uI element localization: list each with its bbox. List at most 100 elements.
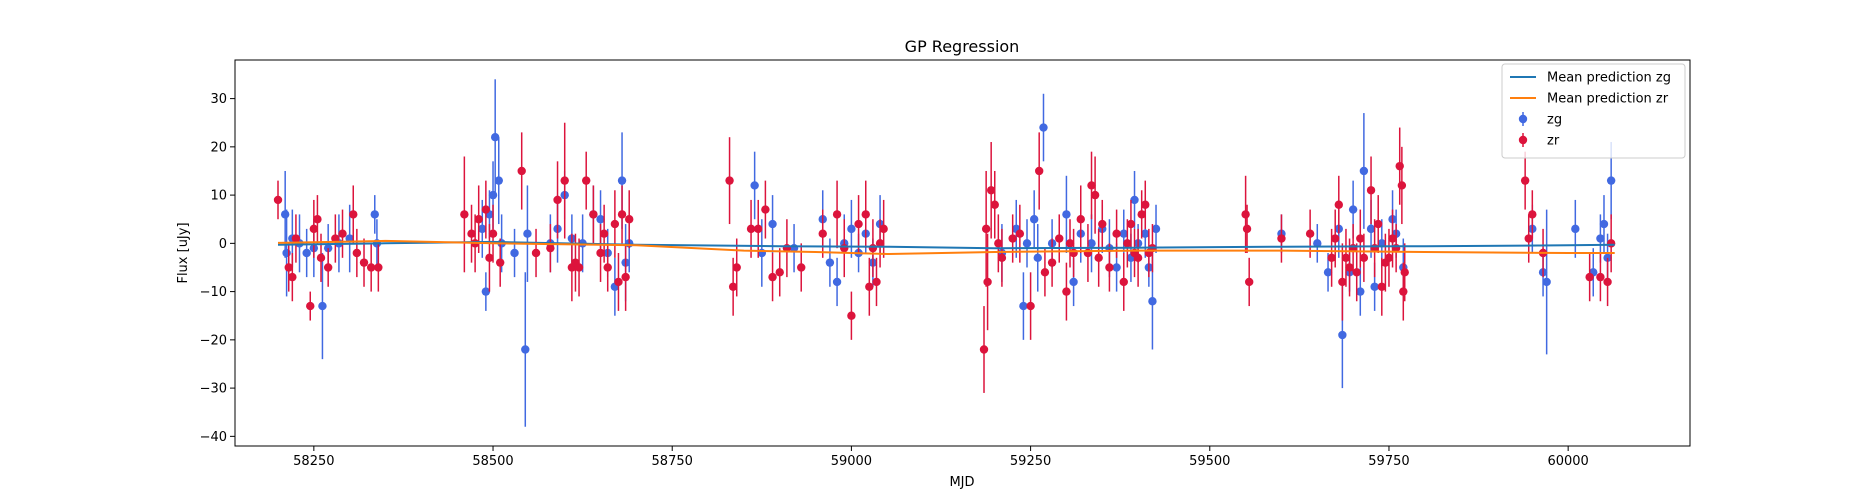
- data-point-zr: [1305, 229, 1315, 238]
- data-point-zr: [1119, 277, 1128, 287]
- data-point-zr: [610, 219, 620, 229]
- data-point-zg: [1599, 219, 1609, 229]
- x-tick-label: 59000: [831, 454, 872, 469]
- data-point-zr: [460, 210, 469, 219]
- data-point-zr: [603, 263, 612, 272]
- data-point-zr: [1395, 161, 1404, 171]
- data-point-zg: [1348, 205, 1358, 214]
- data-point-zr: [768, 272, 777, 282]
- data-point-zr: [854, 219, 863, 229]
- data-point-zr: [847, 311, 856, 320]
- data-point-zr: [366, 263, 376, 272]
- data-point-zg: [847, 224, 856, 234]
- data-point-zr: [574, 263, 584, 272]
- data-point-zr: [1034, 166, 1044, 176]
- data-point-zr: [797, 263, 806, 272]
- y-tick-label: 0: [219, 237, 227, 252]
- x-tick-label: 58500: [472, 454, 513, 469]
- data-point-zr: [1345, 263, 1354, 272]
- data-point-zr: [531, 248, 541, 258]
- data-point-zg: [1119, 229, 1128, 238]
- x-axis: 58250 58500 58750 59000 59250 59500 59750 60000: [293, 446, 1589, 469]
- y-tick-label: 20: [210, 140, 227, 155]
- line-mean-prediction-zr: [277, 239, 1615, 256]
- data-point-zg: [1571, 224, 1580, 234]
- data-point-zr: [1352, 268, 1361, 277]
- data-point-zg: [1596, 234, 1605, 243]
- data-point-zr: [1606, 239, 1616, 248]
- x-tick-label: 58250: [293, 454, 334, 469]
- x-axis-label: MJD: [949, 475, 974, 490]
- data-point-zr: [725, 176, 734, 185]
- data-point-zr: [485, 253, 494, 263]
- data-point-zr: [313, 215, 322, 224]
- data-point-zr: [1327, 253, 1336, 263]
- legend-label: zr: [1547, 134, 1560, 149]
- data-point-zr: [1242, 224, 1252, 234]
- data-point-zg: [1069, 277, 1078, 287]
- legend-swatch-marker: [1518, 135, 1528, 145]
- data-point-zr: [1359, 253, 1369, 263]
- data-point-zr: [1123, 239, 1132, 248]
- data-point-zr: [1055, 234, 1064, 243]
- data-point-zr: [754, 224, 763, 234]
- data-point-zg: [521, 345, 530, 354]
- data-point-zg: [1151, 224, 1161, 234]
- data-point-zr: [1596, 272, 1605, 282]
- data-point-zg: [1062, 210, 1071, 219]
- data-point-zr: [359, 258, 369, 267]
- data-point-zr: [1528, 210, 1537, 219]
- data-point-zr: [868, 243, 878, 253]
- data-point-zr: [983, 277, 992, 287]
- data-point-zr: [352, 248, 362, 258]
- data-point-zr: [1094, 253, 1103, 263]
- axes-frame: [234, 59, 1691, 447]
- data-point-zr: [621, 272, 630, 282]
- y-tick-label: −10: [200, 285, 227, 300]
- data-point-zg: [617, 176, 627, 185]
- data-point-zg: [282, 248, 291, 258]
- data-point-zr: [861, 210, 870, 219]
- data-point-zr: [306, 301, 315, 311]
- data-point-zr: [291, 234, 301, 243]
- data-point-zr: [997, 253, 1007, 263]
- data-point-zr: [761, 205, 770, 214]
- data-point-zr: [1603, 277, 1612, 287]
- data-point-zg: [1148, 297, 1157, 306]
- data-point-zr: [1374, 219, 1383, 229]
- data-point-zr: [1090, 190, 1100, 200]
- data-point-zg: [825, 258, 835, 267]
- data-point-zr: [546, 243, 555, 253]
- data-point-zr: [865, 282, 874, 291]
- data-point-zr: [495, 258, 505, 267]
- data-point-zr: [1377, 282, 1386, 291]
- data-point-zr: [288, 272, 297, 282]
- data-point-zr: [979, 345, 989, 354]
- data-point-zr: [1399, 287, 1408, 296]
- data-point-zg: [1039, 123, 1048, 132]
- data-point-zr: [1047, 258, 1057, 267]
- data-point-zg: [478, 224, 487, 234]
- data-point-zg: [832, 277, 842, 287]
- data-point-zg: [1356, 287, 1365, 296]
- data-point-zr: [1062, 287, 1071, 296]
- x-tick-label: 60000: [1547, 454, 1588, 469]
- data-point-zr: [1244, 277, 1254, 287]
- series-zr: [273, 122, 1616, 393]
- data-point-zg: [1033, 253, 1042, 263]
- data-point-zr: [596, 248, 605, 258]
- data-point-zr: [1331, 234, 1340, 243]
- data-point-zg: [280, 210, 290, 219]
- data-point-zg: [1130, 195, 1139, 205]
- data-point-zr: [1065, 239, 1075, 248]
- chart-title: GP Regression: [905, 37, 1020, 56]
- data-point-zr: [728, 282, 738, 291]
- data-point-zr: [1069, 248, 1078, 258]
- data-point-zg: [1366, 224, 1376, 234]
- data-point-zr: [1087, 181, 1096, 190]
- data-point-zg: [1313, 239, 1322, 248]
- data-point-zg: [1022, 239, 1032, 248]
- data-point-zr: [1026, 301, 1035, 311]
- data-point-zr: [994, 239, 1003, 248]
